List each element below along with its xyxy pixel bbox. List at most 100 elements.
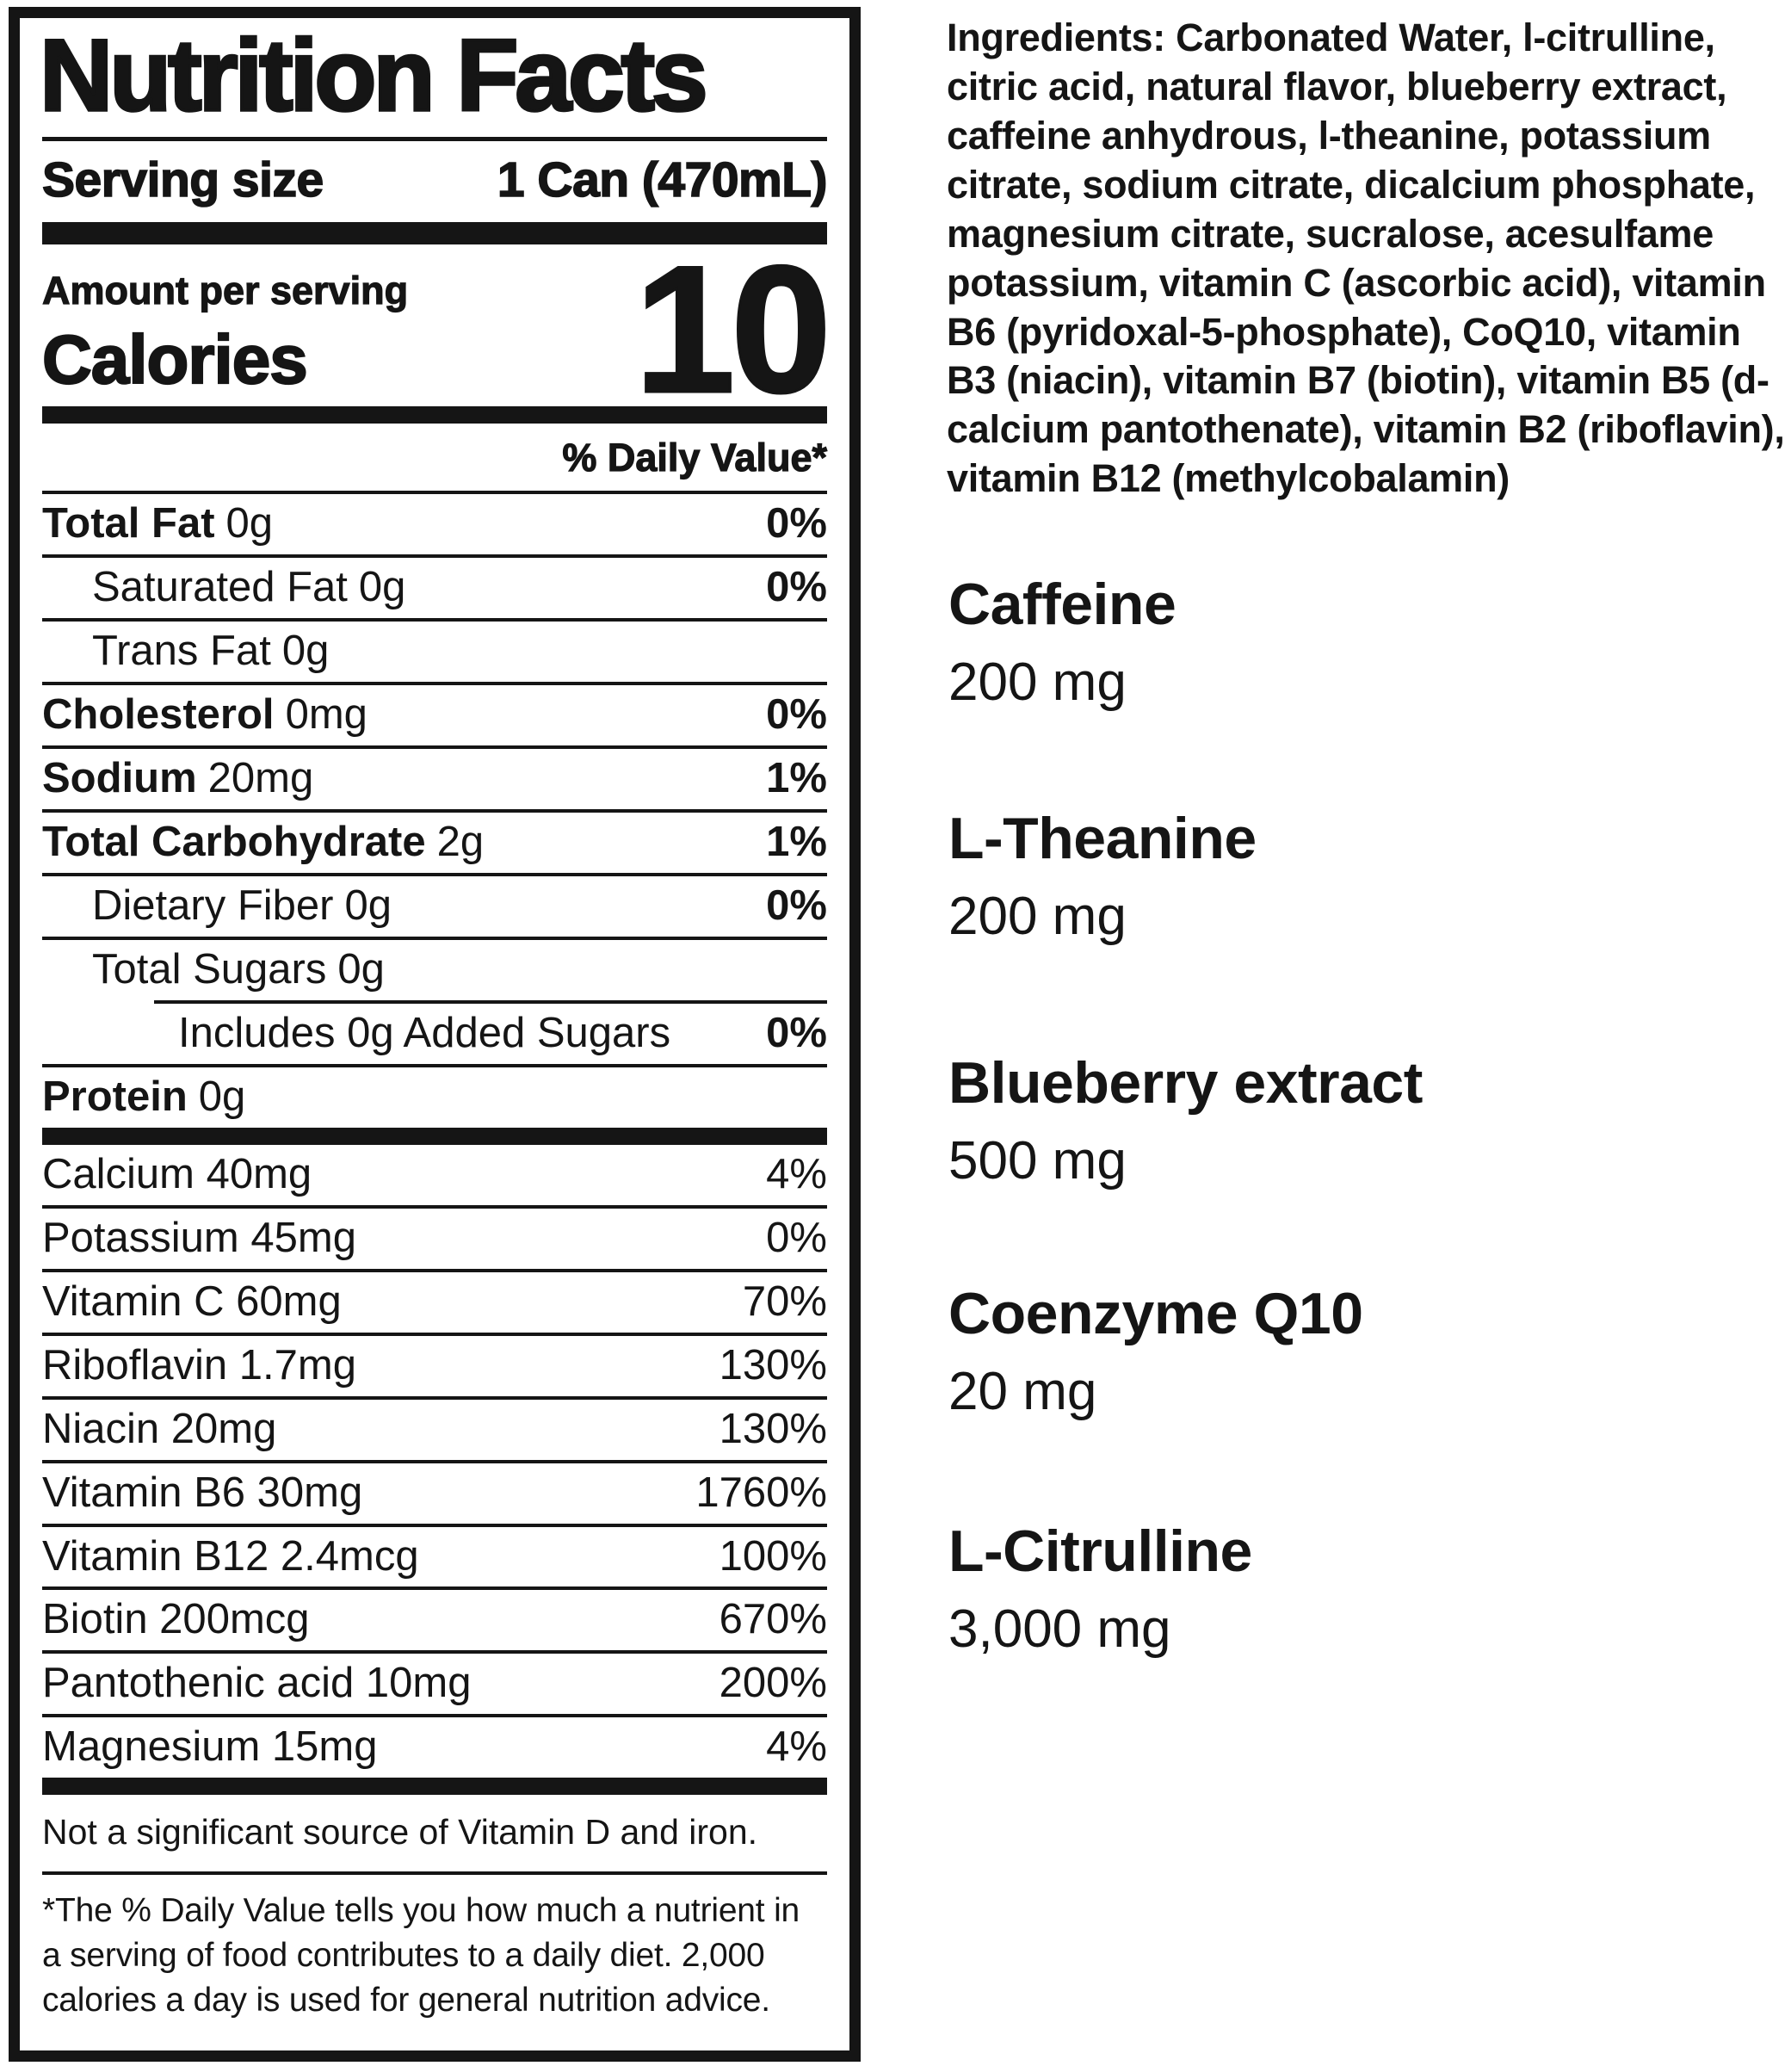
nutrient-dv: 1%: [766, 754, 827, 801]
nutrient-amount: 0mg: [285, 690, 367, 738]
nutrient-amount: 20mg: [207, 754, 314, 801]
nutrient-row-trans-fat: Trans Fat 0g: [42, 617, 827, 682]
supplement-name: Caffeine: [948, 572, 1177, 637]
nutrient-name: Trans Fat: [92, 627, 271, 674]
title-divider: [42, 137, 827, 141]
nutrient-dv: 0%: [766, 1009, 827, 1056]
calories-value: 10: [633, 228, 833, 431]
macro-micro-divider-bar: [42, 1127, 827, 1145]
footnote-divider: [42, 1871, 827, 1876]
micro-row-magnesium: Magnesium 15mg 4%: [42, 1714, 827, 1778]
nutrient-amount: 0g: [281, 627, 330, 674]
amount-per-serving-label: Amount per serving: [41, 268, 409, 312]
micro-dv: 670%: [719, 1596, 827, 1643]
micro-row-calcium: Calcium 40mg 4%: [42, 1145, 827, 1205]
serving-size-row: Serving size 1 Can (470mL): [41, 141, 828, 222]
bottom-divider-bar: [42, 1778, 827, 1796]
micro-row-riboflavin: Riboflavin 1.7mg 130%: [42, 1332, 827, 1396]
nutrient-name: Dietary Fiber: [92, 881, 334, 929]
micro-row-vitamin-b6: Vitamin B6 30mg 1760%: [42, 1459, 827, 1524]
micro-name: Calcium 40mg: [42, 1150, 312, 1197]
supplement-amount: 20 mg: [948, 1362, 1097, 1421]
nutrient-name: Cholesterol: [42, 690, 275, 738]
micro-name: Niacin 20mg: [42, 1405, 277, 1452]
supplement-blueberry-extract: Blueberry extract 500 mg: [948, 1054, 1423, 1188]
nutrient-amount: 2g: [436, 818, 485, 865]
daily-value-footnote: *The % Daily Value tells you how much a …: [42, 1892, 800, 2019]
micro-name: Vitamin B12 2.4mcg: [42, 1532, 419, 1580]
micro-dv: 1760%: [695, 1469, 827, 1516]
micro-dv: 0%: [766, 1214, 827, 1261]
supplement-l-citrulline: L-Citrulline 3,000 mg: [948, 1522, 1252, 1656]
thick-bar-top: [42, 222, 827, 244]
micro-dv: 130%: [719, 1341, 827, 1389]
micro-dv: 4%: [766, 1150, 827, 1197]
nutrient-name: Includes 0g Added Sugars: [178, 1009, 671, 1056]
calories-label: Calories: [41, 320, 309, 399]
nutrient-name: Total Sugars: [92, 945, 327, 993]
serving-size-label: Serving size: [41, 152, 324, 208]
micro-name: Vitamin C 60mg: [42, 1277, 342, 1325]
nutrient-name: Protein: [42, 1073, 188, 1120]
nutrient-amount: 0g: [358, 563, 406, 610]
supplement-amount: 200 mg: [948, 887, 1127, 946]
calories-divider-bar: [42, 406, 827, 424]
micro-name: Pantothenic acid 10mg: [42, 1660, 472, 1707]
micro-dv: 130%: [719, 1405, 827, 1452]
supplement-name: Blueberry extract: [948, 1050, 1423, 1116]
calories-section: Amount per serving Calories 10: [41, 228, 833, 431]
daily-value-header: % Daily Value*: [562, 435, 828, 479]
micro-dv: 100%: [719, 1532, 827, 1580]
nutrient-dv: 1%: [766, 818, 827, 865]
supplement-amount: 3,000 mg: [948, 1599, 1171, 1659]
nutrient-amount: 0g: [344, 881, 392, 929]
micro-row-vitamin-c: Vitamin C 60mg 70%: [42, 1268, 827, 1333]
nutrient-row-added-sugars: Includes 0g Added Sugars 0%: [154, 999, 827, 1064]
micro-row-vitamin-b12: Vitamin B12 2.4mcg 100%: [42, 1523, 827, 1587]
supplement-amount: 500 mg: [948, 1131, 1127, 1191]
supplement-l-theanine: L-Theanine 200 mg: [948, 809, 1257, 943]
nutrient-dv: 0%: [766, 881, 827, 929]
nutrient-row-dietary-fiber: Dietary Fiber 0g 0%: [42, 872, 827, 937]
supplement-name: L-Theanine: [948, 806, 1257, 871]
nutrient-row-total-carbohydrate: Total Carbohydrate 2g 1%: [42, 808, 827, 873]
nutrient-row-saturated-fat: Saturated Fat 0g 0%: [42, 554, 827, 618]
supplement-coenzyme-q10: Coenzyme Q10 20 mg: [948, 1284, 1363, 1419]
micro-row-pantothenic-acid: Pantothenic acid 10mg 200%: [42, 1650, 827, 1714]
right-column: Ingredients: Carbonated Water, l-citrull…: [947, 0, 1791, 2072]
micro-dv: 70%: [742, 1277, 827, 1325]
micro-name: Riboflavin 1.7mg: [42, 1341, 356, 1389]
micro-dv: 200%: [719, 1660, 827, 1707]
nutrient-row-cholesterol: Cholesterol 0mg 0%: [42, 681, 827, 745]
micro-name: Biotin 200mcg: [42, 1596, 310, 1643]
nutrition-facts-panel: Nutrition Facts Serving size 1 Can (470m…: [9, 7, 861, 2062]
micro-name: Magnesium 15mg: [42, 1723, 378, 1771]
micro-row-potassium: Potassium 45mg 0%: [42, 1204, 827, 1269]
nutrition-facts-title: Nutrition Facts: [38, 19, 709, 133]
nutrient-dv: 0%: [766, 563, 827, 610]
micro-name: Potassium 45mg: [42, 1214, 356, 1261]
nutrient-dv: 0%: [766, 690, 827, 738]
supplement-caffeine: Caffeine 200 mg: [948, 572, 1177, 712]
supplement-name: L-Citrulline: [948, 1518, 1252, 1584]
micro-dv: 4%: [766, 1723, 827, 1771]
serving-size-value: 1 Can (470mL): [497, 152, 828, 208]
nutrient-row-total-sugars: Total Sugars 0g: [42, 936, 827, 1000]
nutrient-dv: 0%: [766, 500, 827, 547]
nutrient-name: Sodium: [42, 754, 197, 801]
micro-row-biotin: Biotin 200mcg 670%: [42, 1586, 827, 1650]
nutrient-amount: 0g: [337, 945, 385, 993]
nutrient-name: Saturated Fat: [92, 563, 348, 610]
micro-name: Vitamin B6 30mg: [42, 1469, 363, 1516]
supplement-name: Coenzyme Q10: [948, 1281, 1363, 1346]
not-significant-note: Not a significant source of Vitamin D an…: [42, 1812, 758, 1852]
ingredients-paragraph: Ingredients: Carbonated Water, l-citrull…: [947, 15, 1785, 501]
nutrient-amount: 0g: [225, 500, 274, 547]
nutrient-row-total-fat: Total Fat 0g 0%: [42, 491, 827, 554]
nutrient-name: Total Carbohydrate: [42, 818, 426, 865]
nutrient-row-sodium: Sodium 20mg 1%: [42, 745, 827, 809]
nutrient-name: Total Fat: [42, 500, 215, 547]
supplement-amount: 200 mg: [948, 653, 1127, 712]
nutrient-amount: 0g: [198, 1073, 246, 1120]
